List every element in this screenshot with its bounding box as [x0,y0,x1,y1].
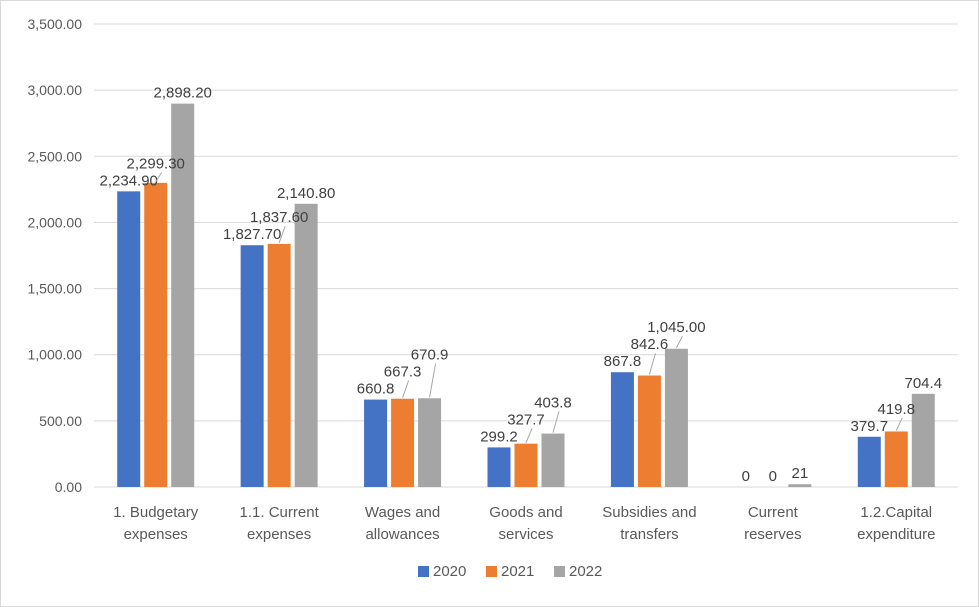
data-label-2022-subsidies-and: 1,045.00 [647,319,705,336]
data-label-leader [278,226,286,244]
x-category-label: Current [748,504,799,521]
data-label-2022-1-1-current: 2,140.80 [277,185,335,202]
data-label-leader [648,353,656,375]
y-tick-label: 0.00 [55,479,82,495]
data-label-2021-current: 0 [769,468,777,485]
bar-2021-1-budgetary [144,182,168,488]
data-label-leader [895,417,903,431]
bar-2022-1-1-current [294,203,318,488]
legend-swatch-2020 [418,566,429,577]
data-label-2020-1-2-capital: 379.7 [851,418,889,435]
y-tick-label: 2,000.00 [28,214,83,230]
bar-2022-1-2-capital [911,393,935,487]
legend-label-2022: 2022 [569,563,602,580]
y-tick-label: 3,000.00 [28,82,83,98]
data-label-2022-1-2-capital: 704.4 [905,375,943,392]
data-label-leader [552,411,560,433]
data-label-2020-1-1-current: 1,827.70 [223,226,281,243]
data-label-2022-wages-and: 670.9 [411,347,449,364]
data-label-2022-current: 21 [792,465,809,482]
bar-2020-goods-and [487,447,511,487]
bar-2022-current [788,484,812,487]
bar-2020-1-2-capital [857,436,881,487]
x-category-label: allowances [365,526,439,543]
data-label-leader [402,380,410,398]
x-category-label: 1.2.Capital [860,504,932,521]
bar-2022-1-budgetary [171,103,195,487]
bar-2021-goods-and [514,443,538,487]
data-label-2020-current: 0 [742,468,750,485]
data-label-leader [525,428,533,443]
data-label-2021-1-budgetary: 2,299.30 [127,155,185,172]
bar-2021-wages-and [391,398,415,487]
data-label-2021-subsidies-and: 842.6 [631,336,669,353]
data-label-2020-subsidies-and: 867.8 [604,353,642,370]
y-tick-label: 500.00 [39,413,82,429]
x-category-label: 1. Budgetary [113,504,199,521]
bar-2020-1-budgetary [117,191,141,487]
x-category-label: reserves [744,526,802,543]
legend-label-2020: 2020 [433,563,466,580]
data-label-2022-goods-and: 403.8 [534,394,572,411]
data-label-leader [675,335,683,348]
bar-2020-wages-and [364,399,388,487]
data-label-leader [155,172,163,183]
x-category-label: services [498,526,553,543]
bar-2021-1-1-current [267,243,291,487]
x-category-label: expenses [124,526,188,543]
x-category-label: transfers [620,526,678,543]
x-category-label: expenditure [857,526,935,543]
bar-2020-1-1-current [240,245,264,487]
data-label-leader [429,363,437,398]
bar-2022-subsidies-and [664,348,688,487]
data-label-2022-1-budgetary: 2,898.20 [154,85,212,102]
data-label-2020-wages-and: 660.8 [357,381,395,398]
y-tick-label: 1,500.00 [28,281,83,297]
y-tick-label: 3,500.00 [28,16,83,32]
data-label-2021-wages-and: 667.3 [384,364,422,381]
bar-2020-subsidies-and [610,372,634,487]
x-category-label: Subsidies and [602,504,696,521]
bar-2021-1-2-capital [884,431,908,487]
data-label-2021-1-1-current: 1,837.60 [250,209,308,226]
y-tick-label: 2,500.00 [28,148,83,164]
data-label-2020-goods-and: 299.2 [480,428,518,445]
legend-swatch-2021 [486,566,497,577]
x-category-label: Goods and [489,504,562,521]
bar-2021-subsidies-and [637,375,661,487]
x-category-label: expenses [247,526,311,543]
legend-swatch-2022 [554,566,565,577]
bar-2022-goods-and [541,433,565,487]
data-label-2021-goods-and: 327.7 [507,411,545,428]
y-tick-label: 1,000.00 [28,347,83,363]
x-category-label: 1.1. Current [240,504,320,521]
data-label-2021-1-2-capital: 419.8 [878,401,916,418]
bar-2022-wages-and [418,398,442,487]
legend-label-2021: 2021 [501,563,534,580]
x-category-label: Wages and [365,504,440,521]
data-label-2020-1-budgetary: 2,234.90 [100,172,158,189]
